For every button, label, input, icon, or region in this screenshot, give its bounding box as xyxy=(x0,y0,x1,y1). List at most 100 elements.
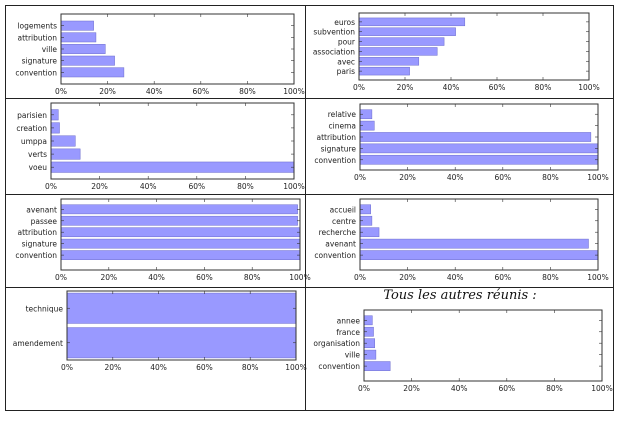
category-label: association xyxy=(313,47,355,56)
category-label: ville xyxy=(345,351,361,360)
category-label: paris xyxy=(337,67,356,76)
x-tick-label: 60% xyxy=(498,384,515,393)
bar-convention xyxy=(363,361,391,371)
category-label: voeu xyxy=(29,163,48,172)
category-label: parisien xyxy=(17,111,47,120)
bar-umppa xyxy=(50,135,76,147)
category-label: convention xyxy=(318,362,360,371)
x-tick-label: 60% xyxy=(494,273,511,282)
bar-passee xyxy=(60,215,298,226)
category-label: ville xyxy=(42,45,58,54)
x-tick-label: 0% xyxy=(353,83,365,92)
bar-voeu xyxy=(50,161,295,173)
x-tick-label: 0% xyxy=(55,273,67,282)
bar-convention xyxy=(60,250,301,260)
x-tick-label: 20% xyxy=(104,363,121,372)
row-divider xyxy=(5,194,614,195)
category-label: centre xyxy=(332,217,356,226)
category-label: cinema xyxy=(329,122,356,131)
bar-paris xyxy=(358,66,410,76)
x-tick-label: 80% xyxy=(239,87,256,96)
bar-convention xyxy=(359,154,599,165)
category-label: convention xyxy=(314,156,356,165)
category-label: avec xyxy=(337,57,355,66)
category-label: signature xyxy=(321,144,357,153)
x-tick-label: 0% xyxy=(45,182,57,191)
category-label: subvention xyxy=(313,28,355,37)
bar-attribution xyxy=(359,132,592,142)
plot-frame xyxy=(363,309,603,382)
x-tick-label: 40% xyxy=(443,83,460,92)
category-label: recherche xyxy=(319,228,357,237)
bar-signature xyxy=(60,55,115,66)
x-tick-label: 60% xyxy=(489,83,506,92)
x-tick-label: 100% xyxy=(289,273,310,282)
x-tick-label: 20% xyxy=(403,384,420,393)
bar-verts xyxy=(50,148,81,160)
x-tick-label: 40% xyxy=(150,363,167,372)
x-tick-label: 0% xyxy=(61,363,73,372)
category-label: relative xyxy=(328,110,357,119)
bar-attribution xyxy=(60,227,301,238)
category-label: logements xyxy=(17,22,57,31)
x-tick-label: 60% xyxy=(196,273,213,282)
column-divider xyxy=(305,5,306,411)
x-tick-label: 80% xyxy=(542,273,559,282)
bar-avec xyxy=(358,57,420,66)
category-label: signature xyxy=(22,57,58,66)
bar-avenant xyxy=(60,204,298,215)
category-label: annee xyxy=(337,316,361,325)
bar-signature xyxy=(359,143,599,154)
x-tick-label: 100% xyxy=(283,87,304,96)
x-tick-label: 0% xyxy=(358,384,370,393)
x-tick-label: 80% xyxy=(244,273,261,282)
x-tick-label: 80% xyxy=(542,173,559,182)
x-tick-label: 0% xyxy=(354,273,366,282)
x-tick-label: 40% xyxy=(447,273,464,282)
x-tick-label: 0% xyxy=(354,173,366,182)
x-tick-label: 100% xyxy=(587,273,608,282)
x-tick-label: 20% xyxy=(100,273,117,282)
x-tick-label: 80% xyxy=(242,363,259,372)
category-label: umppa xyxy=(21,137,47,146)
bar-convention xyxy=(359,250,599,260)
bar-attribution xyxy=(60,32,97,43)
category-label: signature xyxy=(22,240,58,249)
plot-frame xyxy=(359,198,599,271)
x-tick-label: 40% xyxy=(148,273,165,282)
category-label: pour xyxy=(338,38,356,47)
x-tick-label: 0% xyxy=(55,87,67,96)
bar-amendement xyxy=(66,327,297,359)
bar-ville xyxy=(60,44,106,54)
plot-frame xyxy=(60,198,301,271)
bar-signature xyxy=(60,238,301,249)
x-tick-label: 80% xyxy=(237,182,254,191)
bar-technique xyxy=(66,292,297,324)
category-label: euros xyxy=(334,18,355,27)
category-label: convention xyxy=(15,68,57,77)
x-tick-label: 100% xyxy=(591,384,612,393)
x-tick-label: 60% xyxy=(188,182,205,191)
category-label: convention xyxy=(314,251,356,260)
x-tick-label: 40% xyxy=(146,87,163,96)
row-divider xyxy=(5,98,614,99)
grid-frame xyxy=(5,5,614,411)
category-label: avenant xyxy=(325,240,356,249)
x-tick-label: 100% xyxy=(283,182,304,191)
x-tick-label: 60% xyxy=(196,363,213,372)
row-divider xyxy=(5,287,614,288)
bar-avenant xyxy=(359,238,589,249)
category-label: accueil xyxy=(330,205,356,214)
x-tick-label: 40% xyxy=(140,182,157,191)
category-label: amendement xyxy=(13,339,63,348)
x-tick-label: 80% xyxy=(546,384,563,393)
category-label: creation xyxy=(16,124,47,133)
plot-frame xyxy=(359,103,599,171)
category-label: convention xyxy=(15,251,57,260)
category-label: attribution xyxy=(17,33,57,42)
bar-subvention xyxy=(358,27,456,36)
category-label: verts xyxy=(28,150,47,159)
plot-frame xyxy=(60,13,295,85)
